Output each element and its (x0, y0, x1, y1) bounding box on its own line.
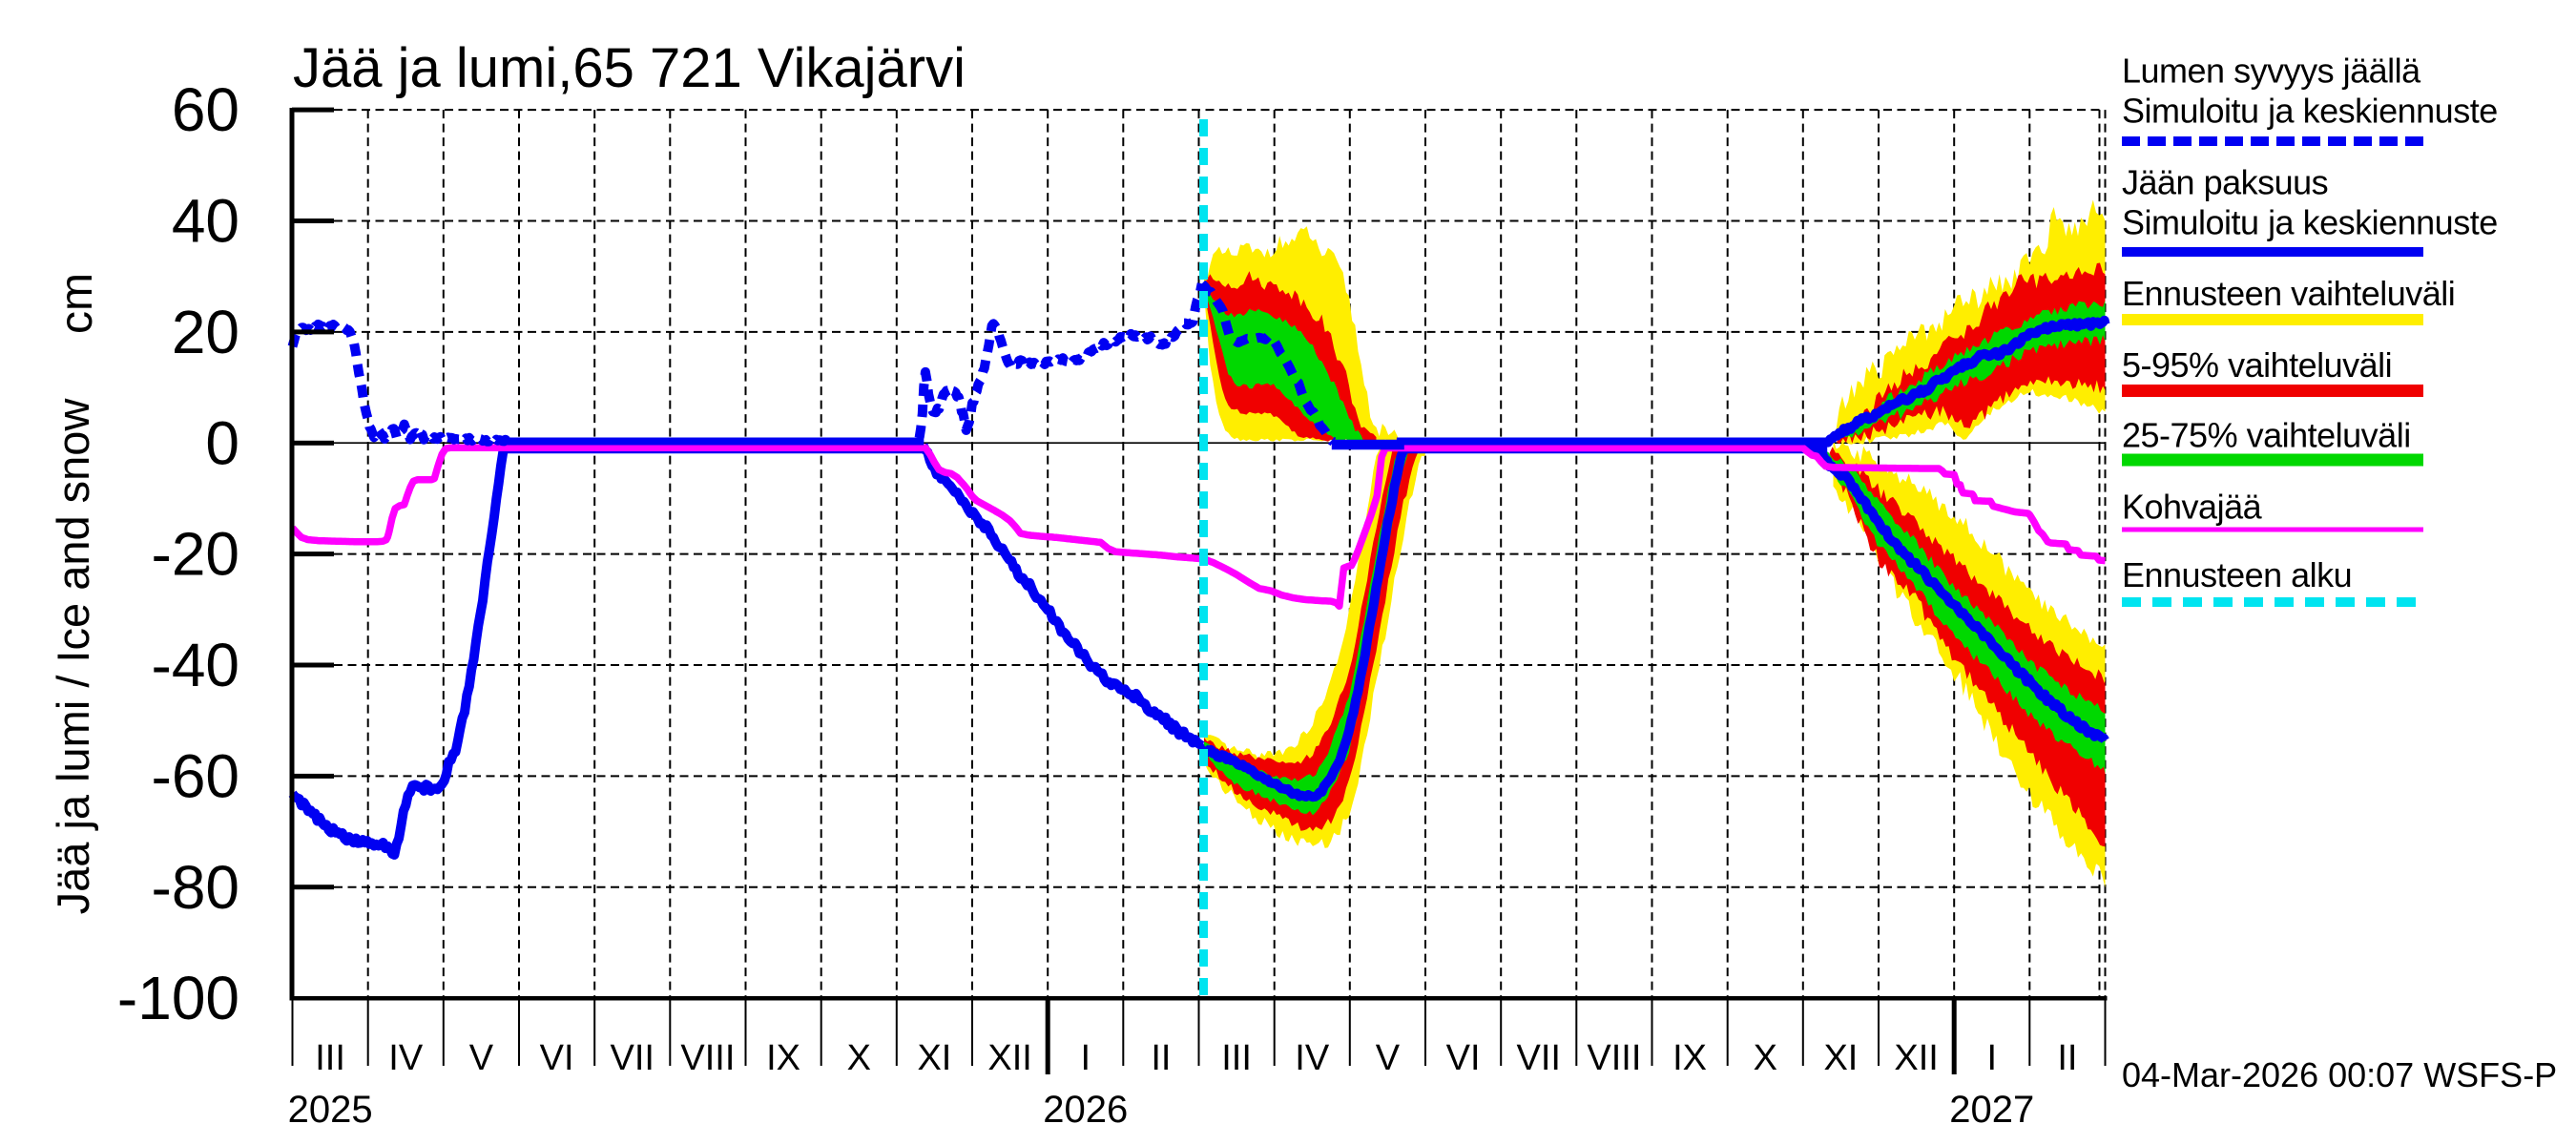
svg-text:Jää ja lumi,65 721 Vikajärvi: Jää ja lumi,65 721 Vikajärvi (293, 37, 966, 99)
svg-text:VI: VI (1446, 1038, 1481, 1078)
svg-text:Lumen syvyys jäällä: Lumen syvyys jäällä (2122, 52, 2421, 91)
svg-text:Ennusteen alku: Ennusteen alku (2122, 555, 2352, 594)
svg-text:I: I (1080, 1038, 1091, 1078)
svg-text:IX: IX (766, 1038, 800, 1078)
svg-text:XI: XI (917, 1038, 951, 1078)
svg-text:2027: 2027 (1949, 1089, 2034, 1131)
svg-text:Simuloitu ja keskiennuste: Simuloitu ja keskiennuste (2122, 203, 2498, 242)
svg-text:60: 60 (172, 75, 239, 144)
svg-text:IV: IV (388, 1038, 424, 1078)
svg-text:III: III (1221, 1038, 1252, 1078)
svg-text:-20: -20 (152, 520, 240, 589)
svg-text:Ennusteen vaihteluväli: Ennusteen vaihteluväli (2122, 274, 2455, 313)
svg-text:VIII: VIII (1587, 1038, 1641, 1078)
svg-text:2025: 2025 (288, 1089, 373, 1131)
svg-text:04-Mar-2026 00:07 WSFS-P: 04-Mar-2026 00:07 WSFS-P (2122, 1055, 2557, 1094)
svg-text:-80: -80 (152, 853, 240, 922)
svg-text:XII: XII (1894, 1038, 1938, 1078)
svg-text:VIII: VIII (680, 1038, 735, 1078)
svg-text:Jää ja lumi / Ice and snow: Jää ja lumi / Ice and snow (48, 398, 98, 915)
svg-text:VII: VII (611, 1038, 654, 1078)
svg-text:XII: XII (987, 1038, 1031, 1078)
svg-text:V: V (469, 1038, 494, 1078)
svg-text:IV: IV (1295, 1038, 1330, 1078)
svg-text:X: X (847, 1038, 871, 1078)
svg-text:V: V (1376, 1038, 1401, 1078)
svg-text:-60: -60 (152, 741, 240, 810)
svg-text:20: 20 (172, 298, 239, 366)
svg-text:III: III (315, 1038, 345, 1078)
svg-text:0: 0 (205, 408, 239, 477)
svg-text:VII: VII (1517, 1038, 1561, 1078)
svg-text:II: II (2057, 1038, 2077, 1078)
svg-text:5-95% vaihteluväli: 5-95% vaihteluväli (2122, 345, 2392, 385)
svg-text:Simuloitu ja keskiennuste: Simuloitu ja keskiennuste (2122, 92, 2498, 131)
svg-text:VI: VI (540, 1038, 574, 1078)
svg-text:X: X (1754, 1038, 1777, 1078)
svg-text:-40: -40 (152, 631, 240, 699)
svg-text:25-75% vaihteluväli: 25-75% vaihteluväli (2122, 416, 2411, 455)
svg-text:I: I (1986, 1038, 1997, 1078)
svg-text:Kohvajää: Kohvajää (2122, 488, 2263, 527)
svg-text:XI: XI (1823, 1038, 1858, 1078)
svg-text:40: 40 (172, 187, 239, 256)
svg-text:II: II (1151, 1038, 1171, 1078)
svg-text:IX: IX (1672, 1038, 1707, 1078)
svg-text:cm: cm (52, 273, 102, 334)
svg-text:-100: -100 (117, 964, 239, 1032)
svg-text:Jään paksuus: Jään paksuus (2122, 163, 2328, 202)
svg-text:2026: 2026 (1043, 1089, 1128, 1131)
